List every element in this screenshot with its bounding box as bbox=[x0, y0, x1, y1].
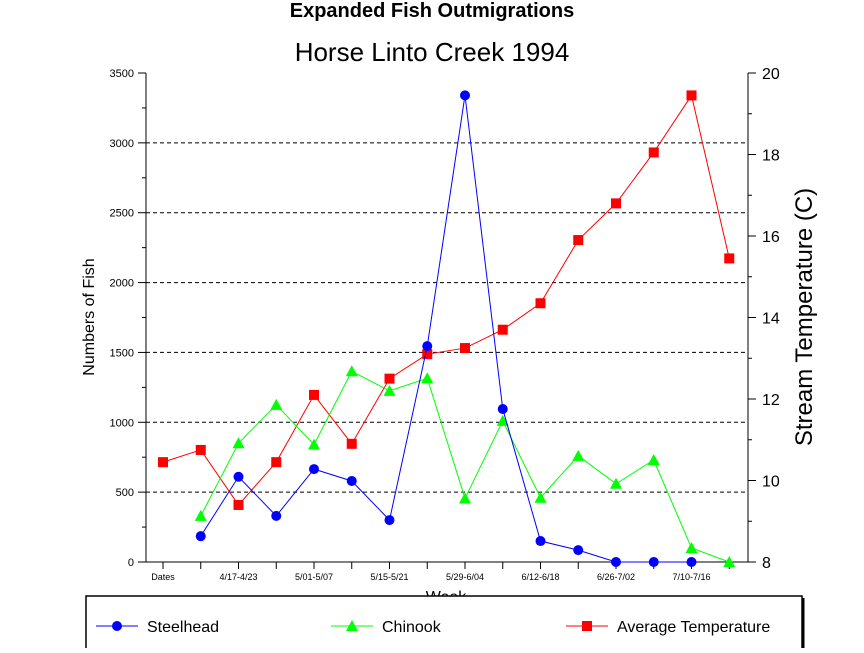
legend-steelhead-label: Steelhead bbox=[147, 619, 219, 636]
y-tick-label: 2500 bbox=[110, 208, 134, 220]
average-temperature-point bbox=[460, 343, 470, 354]
average-temperature-point bbox=[535, 298, 546, 309]
average-temperature-point bbox=[271, 457, 282, 468]
steelhead-point bbox=[460, 90, 470, 101]
legend-chinook-marker bbox=[346, 620, 358, 631]
average-temperature-point bbox=[195, 444, 206, 455]
chinook-point bbox=[723, 556, 736, 567]
steelhead-line bbox=[200, 95, 692, 563]
legend-steelhead-marker bbox=[112, 621, 122, 631]
chinook-point bbox=[232, 437, 245, 449]
chinook-point bbox=[685, 542, 698, 554]
y-tick-label: 500 bbox=[116, 487, 134, 499]
y2-tick-label: 8 bbox=[762, 555, 771, 572]
y2-tick-label: 14 bbox=[762, 311, 780, 328]
average-temperature-point bbox=[497, 324, 508, 335]
average-temperature-point bbox=[384, 373, 395, 384]
chinook-point bbox=[345, 365, 358, 377]
steelhead-point bbox=[384, 515, 395, 526]
y2-tick-label: 12 bbox=[762, 392, 780, 409]
y-tick-label: 3500 bbox=[110, 68, 134, 80]
y-tick-label: 1000 bbox=[110, 417, 134, 429]
chinook-point bbox=[647, 454, 660, 466]
average-temperature-point bbox=[346, 438, 357, 449]
y2-axis-label: Stream Temperature (C) bbox=[791, 188, 818, 446]
steelhead-point bbox=[195, 531, 206, 542]
legend-chinook-label: Chinook bbox=[382, 619, 442, 636]
average-temperature-point bbox=[724, 253, 735, 264]
legend-average-temperature-marker bbox=[582, 621, 592, 631]
x-tick-label: 7/10-7/16 bbox=[672, 572, 710, 582]
x-tick-label: 6/26-7/02 bbox=[597, 572, 635, 582]
steelhead-point bbox=[573, 545, 584, 556]
average-temperature-point bbox=[158, 457, 168, 468]
y-axis-label: Numbers of Fish bbox=[81, 258, 98, 375]
x-tick-label: 6/12-6/18 bbox=[521, 572, 559, 582]
steelhead-point bbox=[422, 341, 433, 352]
x-tick-label: 5/01-5/07 bbox=[295, 572, 333, 582]
y2-tick-label: 16 bbox=[762, 229, 780, 246]
chinook-point bbox=[383, 384, 396, 396]
average-temperature-point bbox=[611, 198, 621, 209]
average-temperature-point bbox=[573, 235, 584, 246]
steelhead-point bbox=[497, 404, 508, 415]
steelhead-point bbox=[271, 510, 282, 521]
steelhead-point bbox=[611, 557, 621, 567]
average-temperature-point bbox=[309, 389, 319, 400]
axes-layer: 0 500 1000 1500 2000 2500 3000 3500 8 10 12 14 16 18 2… bbox=[110, 66, 780, 582]
chinook-point bbox=[308, 438, 320, 450]
steelhead-point bbox=[233, 471, 244, 482]
x-tick-label: 5/29-6/04 bbox=[446, 572, 484, 582]
average-temperature-point bbox=[233, 499, 244, 510]
chinook-point bbox=[194, 509, 207, 521]
chart-subtitle: Horse Linto Creek 1994 bbox=[295, 37, 570, 67]
steelhead-point bbox=[686, 557, 697, 567]
chinook-point bbox=[270, 398, 283, 410]
chinook-point bbox=[610, 477, 622, 489]
y-tick-label: 0 bbox=[128, 557, 134, 569]
chinook-point bbox=[572, 449, 585, 461]
y2-tick-label: 10 bbox=[762, 474, 780, 491]
average-temperature-point bbox=[422, 349, 433, 360]
steelhead-point bbox=[309, 464, 319, 475]
average-temperature-line bbox=[162, 94, 730, 506]
legend-average-temperature-label: Average Temperature bbox=[617, 619, 770, 636]
average-temperature-point bbox=[686, 90, 697, 101]
chart-title: Expanded Fish Outmigrations bbox=[290, 0, 574, 22]
x-tick-label: 5/15-5/21 bbox=[370, 572, 408, 582]
legend: Steelhead Chinook Average Temperature bbox=[96, 619, 770, 636]
legend-frame bbox=[85, 595, 803, 652]
y-tick-label: 1500 bbox=[110, 347, 134, 359]
steelhead-point bbox=[535, 536, 546, 547]
x-tick-label: 4/17-4/23 bbox=[219, 572, 257, 582]
steelhead-point bbox=[346, 475, 357, 486]
chinook-point bbox=[496, 414, 509, 426]
x-tick-label: Dates bbox=[151, 572, 175, 582]
series-layer bbox=[158, 90, 736, 567]
chinook-point bbox=[534, 491, 547, 503]
y-tick-label: 2000 bbox=[110, 278, 134, 290]
y2-tick-label: 20 bbox=[762, 66, 780, 83]
average-temperature-point bbox=[648, 147, 659, 158]
chinook-point bbox=[421, 372, 434, 384]
grid-layer bbox=[146, 142, 748, 493]
chinook-point bbox=[459, 492, 471, 504]
y-tick-label: 3000 bbox=[110, 138, 134, 150]
steelhead-point bbox=[648, 557, 659, 567]
y2-tick-label: 18 bbox=[762, 148, 780, 165]
